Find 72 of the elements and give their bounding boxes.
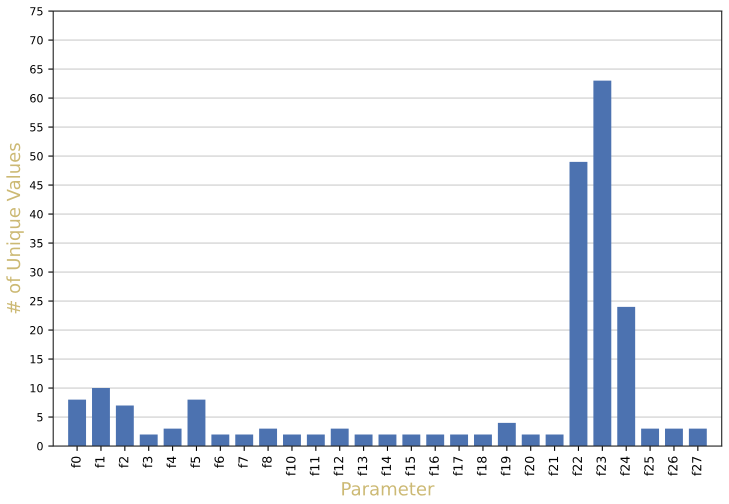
y-tick-label: 15 <box>30 355 43 364</box>
x-tick-label: f25 <box>644 456 654 476</box>
bar <box>211 434 230 446</box>
x-tick-label: f7 <box>238 456 248 468</box>
x-tick-label: f18 <box>476 456 487 476</box>
y-tick-label: 45 <box>30 181 43 190</box>
bar <box>306 434 325 446</box>
y-tick-label: 10 <box>30 384 43 392</box>
y-tick-label: 5 <box>37 413 43 422</box>
x-tick-label: f2 <box>118 457 128 468</box>
x-tick-label: f11 <box>310 456 320 476</box>
x-axis-title: Parameter <box>342 482 434 496</box>
x-tick-label: f8 <box>262 456 272 468</box>
y-tick-label: 30 <box>30 268 43 276</box>
x-tick-label: f0 <box>71 456 81 468</box>
y-tick-label: 35 <box>30 239 43 248</box>
bar <box>522 434 540 446</box>
x-tick-label: f21 <box>548 456 558 476</box>
x-tick-label: f14 <box>381 456 391 476</box>
y-tick-label: 0 <box>37 442 43 450</box>
bar <box>426 434 444 446</box>
y-tick-label: 25 <box>30 297 43 306</box>
x-tick-label: f6 <box>214 456 224 468</box>
y-tick-label: 20 <box>30 326 43 334</box>
x-tick-label: f17 <box>453 456 463 476</box>
x-tick-label: f20 <box>524 456 534 476</box>
bar <box>116 405 134 446</box>
bar <box>68 400 86 446</box>
bar <box>665 428 683 446</box>
bar <box>140 434 158 446</box>
y-tick-label: 50 <box>30 152 43 160</box>
y-tick-label: 40 <box>30 210 43 218</box>
y-tick-label: 60 <box>30 94 43 102</box>
x-tick-label: f27 <box>692 456 702 476</box>
bar <box>378 434 396 446</box>
x-tick-label: f22 <box>572 457 582 476</box>
bar <box>402 434 420 446</box>
y-tick-label: 70 <box>30 36 43 44</box>
x-tick-label: f3 <box>142 456 152 468</box>
y-tick-label: 55 <box>30 123 43 132</box>
bar <box>259 428 278 446</box>
x-tick-label: f1 <box>94 456 104 468</box>
x-tick-label: f15 <box>405 456 415 476</box>
bar <box>354 434 373 446</box>
x-tick-label: f12 <box>334 457 344 476</box>
y-tick-label: 65 <box>30 65 43 74</box>
y-axis-title: # of Unique Values <box>6 143 24 314</box>
bar <box>474 434 492 446</box>
bar <box>235 434 254 446</box>
bar <box>164 428 182 446</box>
x-tick-label: f5 <box>190 456 200 468</box>
x-tick-label: f4 <box>166 456 176 468</box>
bar <box>450 434 468 446</box>
bar <box>546 434 564 446</box>
bar <box>330 428 349 446</box>
bar <box>593 80 612 446</box>
bar <box>641 428 660 446</box>
bar <box>498 422 516 446</box>
bar <box>283 434 301 446</box>
y-tick-label: 75 <box>30 7 43 16</box>
x-tick-label: f19 <box>500 456 510 476</box>
x-tick-label: f16 <box>429 456 439 476</box>
bar <box>92 388 110 446</box>
x-tick-label: f23 <box>596 456 606 476</box>
x-tick-label: f10 <box>286 456 296 476</box>
x-tick-label: f24 <box>620 456 630 476</box>
bar <box>570 162 588 446</box>
bar <box>688 428 707 446</box>
x-tick-label: f26 <box>668 456 678 476</box>
bar <box>188 400 206 446</box>
x-tick-label: f13 <box>358 456 368 476</box>
bar <box>617 306 636 446</box>
